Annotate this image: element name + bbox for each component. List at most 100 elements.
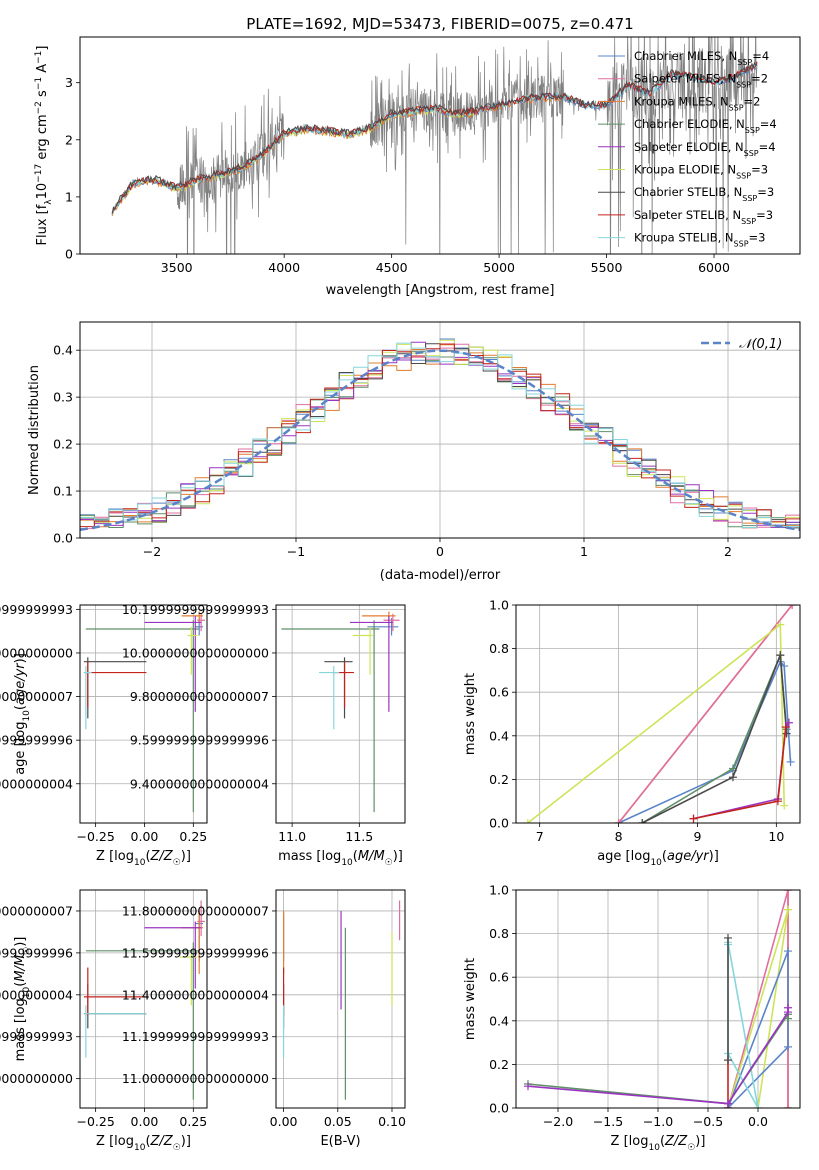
x-tick-label: −0.25: [76, 829, 114, 844]
x-axis-label-part: 10: [134, 858, 146, 868]
y-axis-label-part: )]: [13, 653, 28, 663]
x-tick-label: 0: [436, 544, 444, 559]
x-tick-label: 8: [615, 829, 623, 844]
y-tick-label: 0.4: [53, 343, 73, 358]
y-tick-label: 11.8000000000000007: [122, 903, 269, 918]
y-axis-label-part: (: [13, 705, 28, 710]
x-axis-label-part: )]: [695, 1134, 705, 1149]
x-tick-label: 9: [693, 829, 701, 844]
weight-point: [786, 757, 795, 766]
weight-point: [784, 905, 792, 914]
plot-area: [83, 900, 206, 1100]
y-tick-label: 0.4: [489, 728, 509, 743]
x-axis-label-part: 10: [134, 1143, 146, 1153]
legend-label: Salpeter ELODIE, N: [634, 140, 744, 154]
weight-point: [614, 819, 623, 823]
y-tick-label: 0.6: [489, 685, 509, 700]
x-tick-label: 0.10: [378, 1114, 406, 1129]
weight-point: [776, 651, 785, 660]
legend-sub: SSP: [729, 103, 744, 112]
panel-age_vs_mass: 11.0 11.5 9.4000000000000004 9.599999999999…: [122, 602, 406, 868]
x-tick-label: 0.25: [179, 829, 207, 844]
legend-sub: SSP: [736, 80, 751, 89]
plot-area: [111, 37, 758, 254]
x-axis-label: wavelength [Angstrom, rest frame]: [326, 283, 555, 298]
y-tick-label: 3: [65, 75, 73, 90]
legend-value: =4: [760, 117, 777, 131]
x-tick-label: −0.25: [76, 1114, 114, 1129]
plot-area: [523, 605, 797, 823]
weight-line-6: [641, 654, 788, 823]
weight-point: [724, 933, 732, 942]
x-tick-label: 5000: [483, 260, 515, 275]
x-tick-label: 4500: [376, 260, 408, 275]
x-tick-label: −1.5: [593, 1114, 623, 1129]
y-tick-label: 0.8: [489, 926, 509, 941]
y-tick-label: 0.6: [489, 970, 509, 985]
weight-point: [782, 729, 791, 738]
legend-sub: SSP: [744, 148, 759, 157]
y-tick-label: 0.3: [53, 390, 73, 405]
x-tick-label: 0.00: [270, 1114, 298, 1129]
legend-label: Salpeter STELIB, N: [634, 208, 741, 222]
y-tick-label: 11.8000000000000007: [0, 903, 73, 918]
x-axis-label-part: 10: [648, 1143, 660, 1153]
axes-frame: [79, 36, 801, 255]
plot-area: [83, 611, 206, 813]
x-tick-label: 11.0: [278, 829, 306, 844]
y-tick-label: 9.8000000000000007: [0, 689, 73, 704]
weight-point: [784, 718, 793, 727]
x-axis-label-part: mass [log: [278, 849, 341, 864]
x-tick-label: 4000: [268, 260, 300, 275]
weight-point: [776, 620, 785, 629]
x-axis-label-part: Z [log: [96, 849, 134, 864]
y-axis-label-part: −1: [34, 51, 44, 64]
weight-point: [724, 1056, 732, 1065]
weight-point: [724, 1099, 732, 1108]
y-axis-label-part: age [log: [13, 722, 28, 775]
y-axis-label-part: mass weight: [463, 673, 478, 755]
y-axis-label: Flux [fλ10−17 erg cm−2 s−1 A−1]: [34, 46, 54, 246]
y-tick-label: 11.4000000000000004: [0, 987, 73, 1002]
x-axis-label-part: ☉: [173, 1143, 181, 1153]
weight-point: [784, 1104, 792, 1108]
panel-mass_vs_Z: −0.25 0.00 0.25 11.0000000000000000 11.19999…: [0, 889, 208, 1153]
y-tick-label: 9.5999999999999996: [0, 733, 73, 748]
legend-sub: SSP: [745, 126, 760, 135]
x-axis-label: (data-model)/error: [380, 568, 501, 583]
axes-frame: [79, 604, 208, 824]
legend-value: =3: [757, 185, 774, 199]
weight-point: [773, 797, 782, 806]
panel-spectrum: 3500 4000 4500 5000 5500 6000 0 1 2 3 wavelength […: [34, 36, 801, 298]
y-axis-label-part: −17: [34, 164, 44, 183]
legend-entry: Kroupa ELODIE, NSSP=3: [634, 163, 768, 181]
legend-entry: Chabrier ELODIE, NSSP=4: [634, 117, 777, 135]
x-tick-label: 0.0: [748, 1114, 768, 1129]
y-tick-label: 0.2: [489, 772, 509, 787]
x-axis-label-part: Z/Z: [664, 1134, 688, 1149]
y-axis-label-part: ]: [35, 46, 50, 51]
x-tick-label: 1: [580, 544, 588, 559]
y-tick-label: 10.0000000000000000: [0, 645, 73, 660]
y-axis-label-part: A: [35, 64, 50, 77]
x-axis-label-part: )]: [181, 849, 191, 864]
x-axis-label: Z [log10(Z/Z☉)]: [96, 849, 191, 868]
y-axis-label-part: age/yr: [13, 662, 28, 705]
legend-sub: SSP: [737, 58, 752, 67]
x-tick-label: 3500: [161, 260, 193, 275]
y-tick-label: 1.0: [489, 883, 509, 898]
legend-sub: SSP: [741, 216, 756, 225]
weight-point: [728, 773, 737, 782]
weight-point: [784, 1003, 792, 1012]
weight-point: [784, 890, 792, 894]
x-axis-label: mass [log10(M/M☉)]: [278, 849, 403, 868]
y-tick-label: 0: [65, 247, 73, 262]
x-axis-label-part: ☉: [173, 858, 181, 868]
y-axis-label: Normed distribution: [27, 365, 42, 495]
legend-sub: SSP: [734, 239, 749, 248]
y-axis-label-part: 10: [35, 183, 50, 200]
y-axis-label-part: −1: [34, 77, 44, 90]
legend-entry: Salpeter STELIB, NSSP=3: [634, 208, 773, 226]
y-tick-label: 9.4000000000000004: [130, 776, 269, 791]
plot-area: [80, 338, 800, 532]
